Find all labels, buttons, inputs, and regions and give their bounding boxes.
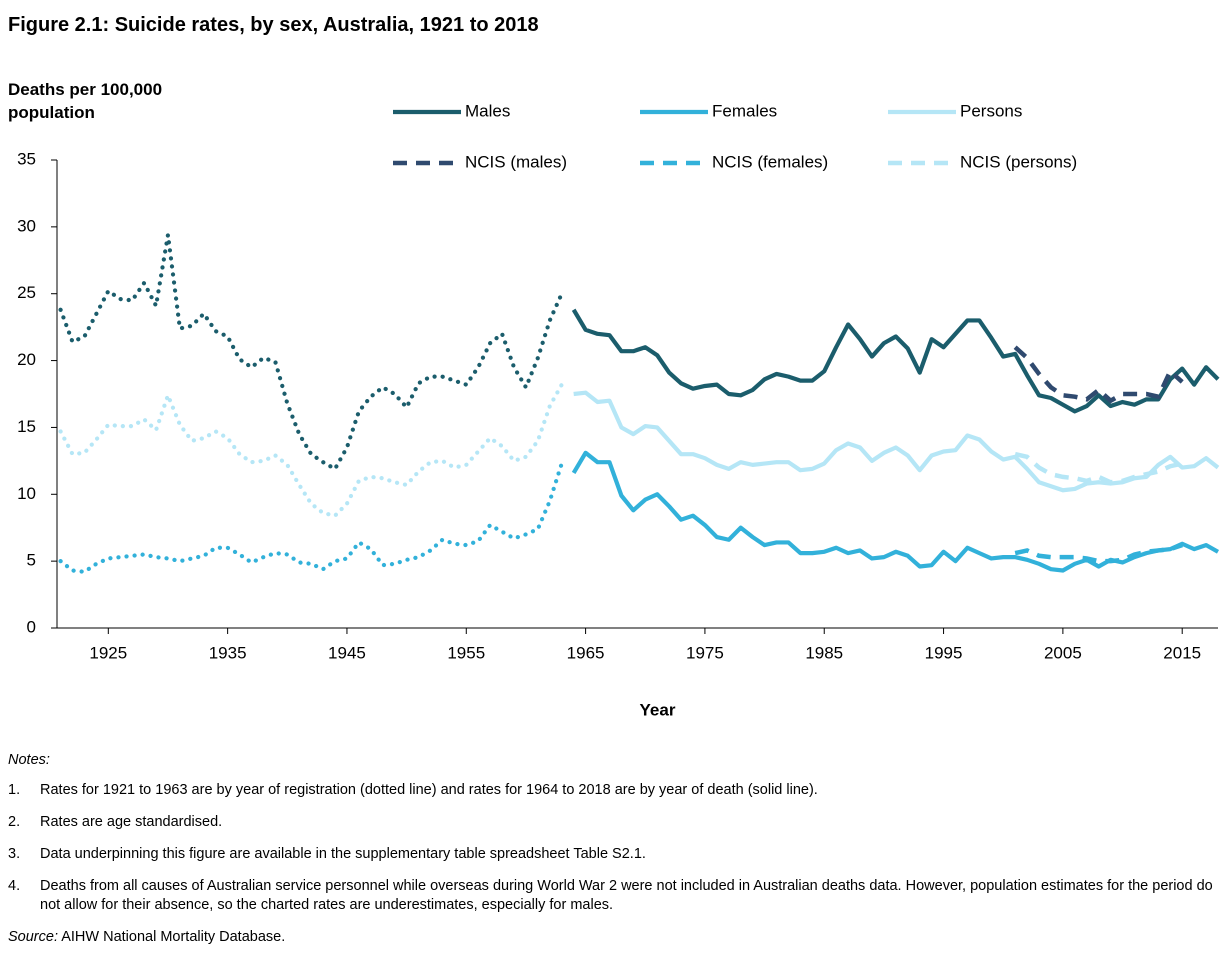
note-text: Rates are age standardised. [40, 814, 223, 830]
y-tick-label: 15 [17, 417, 36, 436]
source-text: AIHW National Mortality Database. [61, 929, 286, 945]
note-number: 4. [8, 878, 21, 894]
y-tick-label: 5 [27, 551, 36, 570]
series-line [571, 450, 1220, 573]
series-line [573, 390, 1220, 493]
x-tick-label: 1985 [805, 643, 843, 662]
note-number: 1. [8, 782, 21, 798]
legend-label: NCIS (females) [712, 152, 828, 171]
y-tick-label: 0 [27, 617, 36, 636]
y-tick-label: 10 [17, 484, 36, 503]
legend-label: NCIS (persons) [960, 152, 1077, 171]
x-tick-label: 1945 [328, 643, 366, 662]
legend-label: Females [712, 101, 777, 120]
legend-label: NCIS (males) [465, 152, 567, 171]
note-number: 3. [8, 846, 21, 862]
x-tick-label: 1925 [89, 643, 127, 662]
x-tick-label: 1965 [567, 643, 605, 662]
note-number: 2. [8, 814, 21, 830]
legend-label: Males [465, 101, 510, 120]
note: 4. Deaths from all causes of Australian s… [8, 877, 1218, 915]
x-tick-label: 1975 [686, 643, 724, 662]
y-tick-label: 30 [17, 216, 36, 235]
x-axis-label: Year [640, 700, 676, 719]
note: 2. Rates are age standardised. [8, 813, 1218, 832]
series-line [1014, 451, 1183, 485]
y-tick-label: 25 [17, 283, 36, 302]
note: 3. Data underpinning this figure are avai… [8, 845, 1218, 864]
source-label: Source: [8, 929, 58, 945]
notes-heading: Notes: [8, 752, 50, 768]
source: Source: AIHW National Mortality Database… [8, 928, 1218, 947]
x-tick-label: 1935 [209, 643, 247, 662]
series-line [58, 461, 564, 575]
notes: Notes: 1. Rates for 1921 to 1963 are by y… [8, 752, 1218, 947]
chart: 0 5 10 15 20 25 30 35 1925 1935 1945 1955 1965 1975 19… [17, 101, 1220, 719]
chart-title: Figure 2.1: Suicide rates, by sex, Austr… [8, 14, 539, 36]
series-line [58, 382, 564, 518]
x-tick-label: 2005 [1044, 643, 1082, 662]
note-text: Rates for 1921 to 1963 are by year of re… [40, 782, 818, 798]
series-line [1013, 345, 1184, 404]
x-tick-label: 2015 [1163, 643, 1201, 662]
x-tick-label: 1955 [447, 643, 485, 662]
note-text: Data underpinning this figure are availa… [40, 846, 646, 862]
y-tick-label: 20 [17, 350, 36, 369]
note-list: 1. Rates for 1921 to 1963 are by year of … [8, 781, 1218, 915]
series-line [1014, 542, 1183, 564]
y-axis-label: Deaths per 100,000 population [8, 80, 163, 122]
y-tick-label: 35 [17, 149, 36, 168]
series-line [571, 308, 1220, 414]
legend-label: Persons [960, 101, 1022, 120]
note-text: Deaths from all causes of Australian ser… [40, 878, 1213, 913]
note: 1. Rates for 1921 to 1963 are by year of … [8, 781, 1218, 800]
x-tick-label: 1995 [925, 643, 963, 662]
series-line [58, 234, 564, 472]
